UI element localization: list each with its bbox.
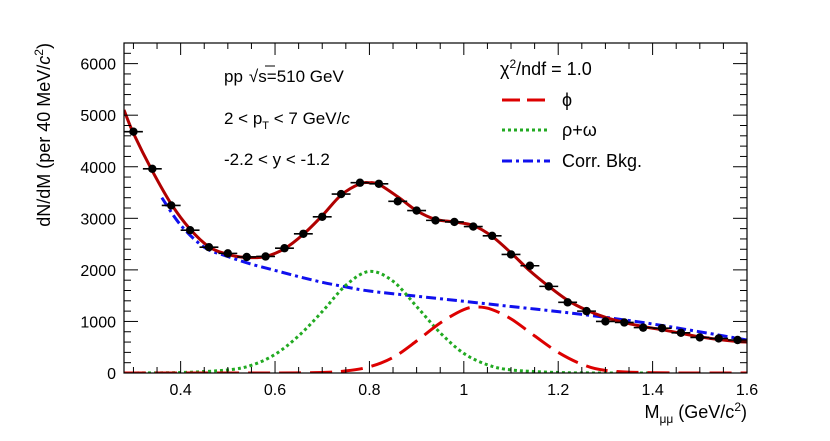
- data-points: [124, 127, 747, 345]
- data-point: [539, 282, 559, 291]
- data-point: [161, 201, 181, 210]
- x-tick-label: 0.6: [264, 382, 286, 399]
- data-point-marker: [336, 189, 346, 199]
- data-point: [256, 252, 276, 261]
- x-tick-label: 0.8: [358, 382, 380, 399]
- data-point: [577, 306, 596, 316]
- data-point-marker: [166, 201, 176, 210]
- data-point-marker: [638, 323, 648, 332]
- y-tick-label: 2000: [80, 263, 116, 280]
- data-point-marker: [185, 225, 195, 235]
- data-point-marker: [695, 333, 705, 342]
- y-tick-label: 6000: [80, 57, 116, 74]
- data-point-marker: [657, 323, 667, 333]
- y-tick-label: 0: [107, 366, 116, 383]
- data-point-marker: [582, 306, 591, 316]
- fit-total-curve: [124, 109, 747, 344]
- data-point-marker: [469, 222, 478, 231]
- y-tick-label: 1000: [80, 314, 116, 331]
- data-point: [426, 216, 445, 225]
- data-point: [482, 231, 502, 241]
- data-point: [388, 197, 408, 206]
- data-point: [237, 252, 257, 262]
- data-point: [614, 318, 634, 327]
- data-point-marker: [620, 318, 629, 327]
- data-point-marker: [487, 231, 497, 241]
- data-point-marker: [431, 216, 440, 225]
- y-tick-label: 4000: [80, 160, 116, 177]
- data-point: [199, 242, 219, 252]
- data-point-marker: [714, 334, 723, 343]
- data-point: [444, 217, 464, 227]
- data-point: [407, 206, 427, 215]
- fit-rho-omega-curve: [124, 269, 653, 373]
- data-point: [312, 212, 332, 221]
- data-point: [558, 298, 578, 307]
- data-point: [331, 189, 351, 199]
- energy-annotation: pp √s=510 GeV: [224, 67, 344, 86]
- data-point: [180, 225, 200, 235]
- chi2-annotation: χ2/ndf = 1.0: [500, 57, 592, 79]
- data-point-marker: [280, 244, 289, 253]
- data-point: [633, 323, 653, 332]
- legend-label-phi: ϕ: [562, 90, 572, 110]
- data-point: [369, 179, 389, 188]
- legend-label-rho-omega: ρ+ω: [562, 120, 597, 140]
- data-point: [690, 333, 710, 342]
- data-point-marker: [676, 328, 686, 337]
- data-point-marker: [261, 252, 270, 261]
- data-point: [463, 222, 483, 231]
- fit-curves: [124, 109, 747, 373]
- data-point-marker: [299, 229, 308, 238]
- data-point-marker: [393, 197, 402, 206]
- data-point-marker: [129, 127, 138, 136]
- data-point: [350, 178, 370, 187]
- data-point-marker: [374, 179, 384, 188]
- data-point: [142, 164, 162, 174]
- pt-annotation: 2 < pT < 7 GeV/c: [224, 109, 350, 132]
- fit-phi-curve: [124, 305, 747, 373]
- tick-labels: 0.4 0.6 0.8 1 1.2 1.4 1.6 0 1000 2000 3000 4000 5000…: [80, 57, 758, 399]
- data-point: [728, 335, 747, 345]
- x-tick-label: 1: [459, 382, 468, 399]
- data-point: [275, 244, 294, 253]
- x-axis-label: Mμμ (GeV/c2): [644, 400, 747, 426]
- data-point-marker: [204, 242, 214, 252]
- x-tick-label: 1.6: [736, 382, 758, 399]
- axis-ticks: [124, 42, 748, 374]
- x-tick-label: 1.4: [641, 382, 663, 399]
- rapidity-annotation: -2.2 < y < -1.2: [224, 150, 330, 169]
- data-point: [671, 328, 691, 337]
- data-point-marker: [318, 212, 327, 221]
- data-point: [709, 334, 729, 343]
- data-point-marker: [450, 217, 459, 227]
- data-point-marker: [223, 249, 233, 258]
- data-point-marker: [148, 164, 157, 174]
- data-point-marker: [601, 317, 610, 326]
- y-axis-label: dN/dM (per 40 MeV/c2): [32, 43, 54, 227]
- data-point-marker: [506, 250, 516, 259]
- data-point-marker: [412, 206, 421, 215]
- plot-frame: [123, 42, 748, 374]
- data-point-marker: [355, 178, 365, 187]
- y-tick-label: 5000: [80, 108, 116, 125]
- data-point: [501, 250, 521, 259]
- data-point-marker: [563, 298, 572, 307]
- data-point: [218, 249, 238, 258]
- data-point: [520, 261, 540, 270]
- data-point: [293, 229, 313, 238]
- data-point: [595, 317, 615, 326]
- legend: ϕ ρ+ω Corr. Bkg.: [502, 90, 642, 171]
- legend-label-corr-bkg: Corr. Bkg.: [562, 151, 642, 171]
- y-tick-label: 3000: [80, 211, 116, 228]
- x-tick-label: 0.4: [170, 382, 192, 399]
- data-point: [124, 127, 143, 136]
- data-point-marker: [242, 252, 251, 262]
- x-tick-label: 1.2: [547, 382, 569, 399]
- data-point-marker: [544, 282, 553, 291]
- data-point-marker: [525, 261, 535, 270]
- data-point: [652, 323, 672, 333]
- data-point-marker: [733, 335, 742, 345]
